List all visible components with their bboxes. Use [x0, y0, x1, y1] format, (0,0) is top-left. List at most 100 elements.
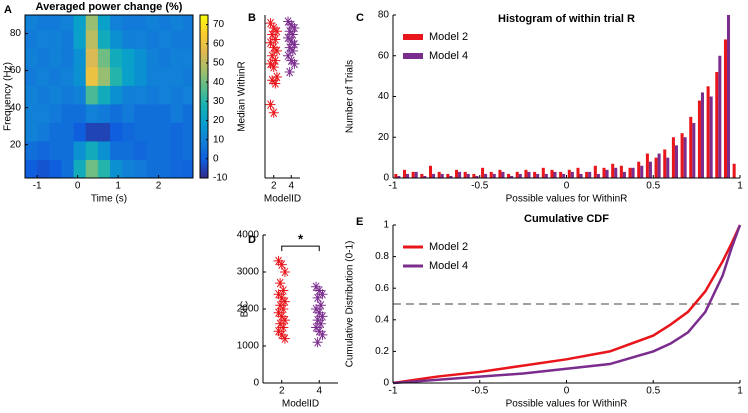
heatmap-cell — [122, 159, 135, 179]
marker — [265, 37, 276, 48]
heatmap-cell — [73, 29, 87, 49]
heatmap-cell — [170, 140, 184, 160]
colorbar-step — [200, 148, 208, 152]
colorbar-step — [200, 104, 208, 108]
colorbar-step — [200, 150, 208, 155]
heatmap-cell — [73, 103, 87, 123]
marker — [289, 23, 300, 34]
heatmap-cell — [158, 85, 172, 105]
marker — [317, 329, 328, 340]
bar — [648, 161, 652, 178]
marker — [271, 71, 282, 82]
bar — [397, 175, 401, 178]
bar — [663, 149, 667, 178]
heatmap-cell — [73, 48, 87, 68]
y-tick-label: 0 — [383, 173, 389, 184]
heatmap-cell — [37, 66, 50, 86]
heatmap-cell — [146, 85, 160, 105]
colorbar-step — [200, 112, 208, 117]
heatmap-cell — [182, 15, 194, 31]
y-tick-label: 20 — [10, 139, 22, 150]
colorbar-step — [200, 115, 208, 119]
heatmap-cell — [37, 122, 50, 142]
colorbar-step — [200, 129, 208, 133]
y-axis-label: Median WithinR — [237, 61, 248, 132]
x-axis-label: ModelID — [282, 399, 319, 410]
heatmap-cell — [134, 85, 147, 105]
heatmap-cell — [158, 15, 172, 31]
bar — [402, 169, 407, 178]
marker — [286, 36, 297, 47]
colorbar-step — [200, 142, 208, 146]
heatmap-cell — [25, 140, 38, 160]
heatmap-cell — [158, 103, 172, 123]
heatmap-cell — [49, 48, 62, 68]
colorbar-step — [200, 55, 208, 59]
bar — [481, 167, 485, 178]
bar — [723, 39, 727, 179]
heatmap-cell — [158, 122, 172, 142]
marker — [271, 45, 282, 56]
heatmap-cell — [158, 140, 172, 160]
legend-label: Model 4 — [429, 50, 468, 62]
bar — [484, 173, 488, 178]
heatmap-cell — [110, 85, 123, 105]
colorbar-step — [200, 156, 208, 160]
bar — [455, 169, 459, 178]
panel-label: B — [248, 12, 256, 24]
heatmap-cell — [85, 15, 99, 31]
x-tick-label: 0.5 — [646, 181, 660, 192]
heatmap-cell — [182, 29, 194, 49]
heatmap-cell — [97, 66, 111, 86]
colorbar-step — [200, 118, 208, 122]
marker — [279, 333, 290, 344]
bar — [732, 163, 736, 178]
bar — [619, 165, 623, 178]
x-axis-label: ModelID — [264, 194, 301, 205]
bar — [622, 171, 626, 178]
bar — [498, 169, 502, 178]
colorbar-step — [200, 96, 208, 100]
heatmap-cell — [122, 29, 135, 49]
heatmap-cell — [122, 48, 135, 68]
marker — [286, 19, 297, 30]
heatmap-cell — [97, 122, 111, 142]
marker — [315, 318, 326, 329]
marker — [289, 39, 300, 50]
bar — [492, 173, 496, 178]
colorbar-step — [200, 34, 208, 38]
heatmap-cell — [97, 159, 111, 179]
colorbar-step — [200, 58, 208, 62]
heatmap-cell — [134, 66, 147, 86]
heatmap-cell — [110, 140, 123, 160]
colorbar-tick-label: -10 — [213, 173, 228, 184]
heatmap-cell — [37, 29, 50, 49]
y-tick-label: 20 — [378, 132, 390, 143]
marker — [270, 34, 281, 45]
bar — [680, 133, 684, 178]
bar — [501, 171, 505, 178]
bar — [559, 171, 563, 178]
legend-label: Model 4 — [429, 260, 468, 272]
heatmap-cell — [25, 159, 38, 179]
bar — [429, 165, 433, 178]
chart-title: Averaged power change (%) — [36, 1, 183, 13]
y-tick-label: 3000 — [237, 267, 260, 278]
chart-title: Cumulative CDF — [524, 213, 609, 225]
marker — [315, 300, 326, 311]
heatmap-cell — [37, 103, 50, 123]
marker — [278, 285, 289, 296]
marker — [278, 304, 289, 314]
heatmap-cell — [146, 15, 160, 31]
bar — [567, 169, 571, 178]
colorbar-tick-label: 30 — [213, 96, 225, 107]
heatmap-cell — [85, 29, 99, 49]
colorbar-step — [200, 47, 208, 51]
marker — [312, 292, 323, 303]
bar — [550, 169, 554, 178]
heatmap-cell — [25, 103, 38, 123]
y-axis-label: Frequency (Hz) — [3, 62, 14, 131]
heatmap-cell — [61, 29, 75, 49]
colorbar-step — [200, 20, 208, 24]
heatmap-cell — [146, 29, 160, 49]
